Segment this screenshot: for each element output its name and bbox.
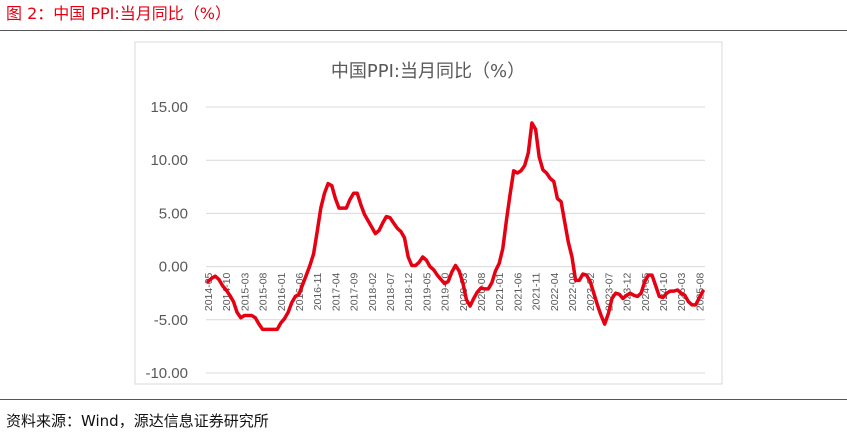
x-tick-label: 2019-05 xyxy=(421,272,433,311)
x-tick-label: 2014-05 xyxy=(203,272,215,311)
x-tick-label: 2023-12 xyxy=(622,272,634,311)
y-tick-label: -10.00 xyxy=(145,365,188,382)
bottom-divider xyxy=(0,399,847,400)
x-tick-label: 2016-01 xyxy=(276,272,288,311)
x-tick-label: 2021-06 xyxy=(512,272,524,311)
x-tick-label: 2015-08 xyxy=(258,272,270,311)
x-tick-label: 2024-10 xyxy=(658,272,670,311)
ppi-yoy-series-line xyxy=(206,121,705,332)
x-tick-label: 2018-07 xyxy=(385,272,397,311)
top-divider xyxy=(0,30,847,31)
x-tick-label: 2020-08 xyxy=(476,272,488,311)
source-note: 资料来源：Wind，源达信息证券研究所 xyxy=(6,412,269,430)
x-tick-label: 2016-11 xyxy=(312,272,324,310)
x-tick-label: 2017-04 xyxy=(330,272,342,311)
y-tick-label: 15.00 xyxy=(150,99,188,116)
x-tick-label: 2021-11 xyxy=(531,272,543,310)
chart-title: 中国PPI:当月同比（%） xyxy=(331,61,525,82)
x-tick-label: 2018-02 xyxy=(367,272,379,311)
x-tick-label: 2024-05 xyxy=(640,272,652,311)
x-tick-label: 2022-04 xyxy=(549,272,561,311)
series-layer xyxy=(206,121,705,332)
x-tick-label: 2015-03 xyxy=(239,272,251,311)
x-tick-label: 2021-01 xyxy=(494,272,506,311)
x-tick-label: 2022-09 xyxy=(567,272,579,311)
y-axis-labels: 15.00 10.00 5.00 0.00 -5.00 -10.00 xyxy=(145,99,188,382)
y-tick-label: -5.00 xyxy=(154,312,188,329)
x-tick-label: 2018-12 xyxy=(403,272,415,311)
x-tick-label: 2023-02 xyxy=(585,272,597,311)
y-tick-label: 0.00 xyxy=(159,259,188,276)
x-tick-label: 2017-09 xyxy=(349,272,361,311)
y-tick-label: 5.00 xyxy=(159,205,188,222)
figure-title: 图 2：中国 PPI:当月同比（%） xyxy=(6,4,231,23)
y-tick-label: 10.00 xyxy=(150,152,188,169)
